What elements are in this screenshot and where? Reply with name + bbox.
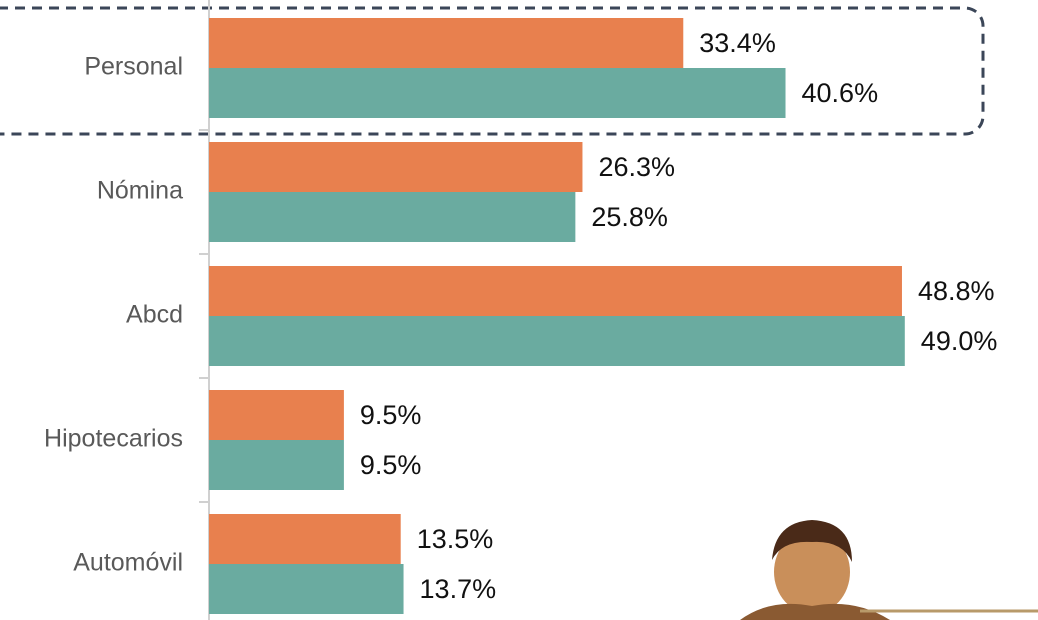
bar <box>209 266 902 316</box>
value-label: 48.8% <box>918 276 995 306</box>
value-label: 25.8% <box>591 202 668 232</box>
value-label: 26.3% <box>598 152 675 182</box>
value-label: 13.5% <box>417 524 494 554</box>
bar <box>209 440 344 490</box>
value-label: 9.5% <box>360 400 422 430</box>
category-label: Abcd <box>126 301 183 329</box>
bar <box>209 564 404 614</box>
category-label: Personal <box>84 53 183 81</box>
bar <box>209 390 344 440</box>
value-label: 33.4% <box>699 28 776 58</box>
bar <box>209 68 786 118</box>
bar <box>209 142 583 192</box>
highlight-box <box>0 6 985 136</box>
bar <box>209 192 576 242</box>
value-label: 13.7% <box>420 574 497 604</box>
category-label: Nómina <box>97 177 183 205</box>
category-label: Automóvil <box>73 549 183 577</box>
bar <box>209 316 905 366</box>
value-label: 9.5% <box>360 450 422 480</box>
category-label: Hipotecarios <box>44 425 183 453</box>
value-label: 49.0% <box>921 326 998 356</box>
portrait <box>740 520 1038 620</box>
bar <box>209 18 684 68</box>
bar <box>209 514 401 564</box>
value-label: 40.6% <box>802 78 879 108</box>
